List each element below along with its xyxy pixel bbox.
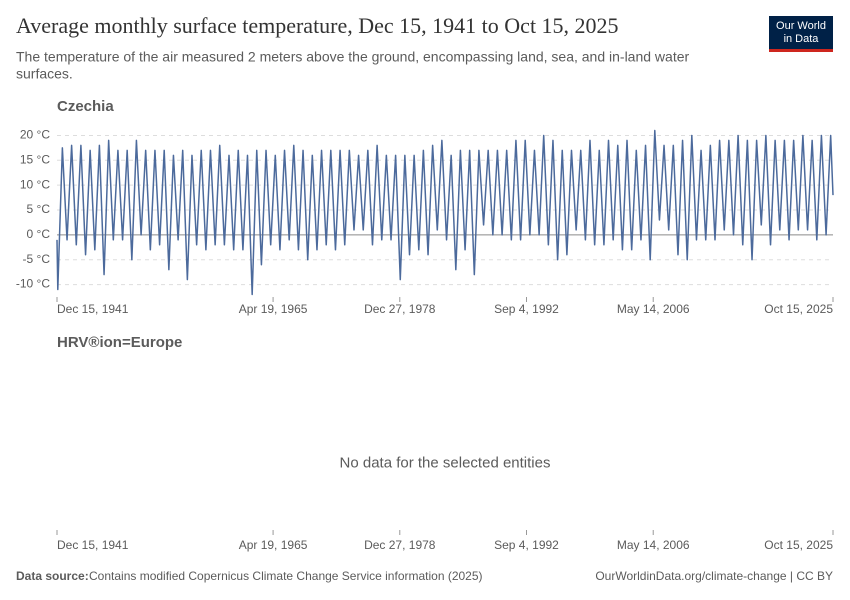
panel-title: HRV®ion=Europe <box>57 334 182 351</box>
x-tick-label: Sep 4, 1992 <box>494 538 559 552</box>
chart-title: Average monthly surface temperature, Dec… <box>16 13 619 38</box>
panel-title: Czechia <box>57 98 114 115</box>
x-tick-label: Sep 4, 1992 <box>494 302 559 316</box>
x-tick-label: May 14, 2006 <box>617 538 690 552</box>
credit[interactable]: OurWorldinData.org/climate-change | CC B… <box>595 569 833 583</box>
source: Contains modified Copernicus Climate Cha… <box>89 569 483 583</box>
y-tick-label: 0 °C <box>27 227 51 241</box>
subtitle: The temperature of the air measured 2 me… <box>16 49 690 65</box>
y-tick-label: 15 °C <box>20 152 50 166</box>
subtitle: surfaces. <box>16 66 73 82</box>
logo-text: in Data <box>784 33 820 45</box>
x-tick-label: May 14, 2006 <box>617 302 690 316</box>
logo-box <box>769 16 833 50</box>
y-tick-label: -10 °C <box>16 277 50 291</box>
data-line <box>56 129 834 296</box>
y-tick-label: -5 °C <box>23 252 51 266</box>
x-tick-label: Dec 15, 1941 <box>57 302 129 316</box>
y-tick-label: 5 °C <box>27 202 51 216</box>
source-label: Data source: <box>16 569 89 583</box>
x-tick-label: Oct 15, 2025 <box>764 538 833 552</box>
logo-stripe <box>769 49 833 52</box>
logo-text: Our World <box>776 20 826 32</box>
x-tick-label: Dec 27, 1978 <box>364 302 436 316</box>
x-tick-label: Apr 19, 1965 <box>239 302 308 316</box>
x-tick-label: Dec 15, 1941 <box>57 538 129 552</box>
no-data-note: No data for the selected entities <box>340 454 551 471</box>
x-tick-label: Apr 19, 1965 <box>239 538 308 552</box>
x-tick-label: Oct 15, 2025 <box>764 302 833 316</box>
x-tick-label: Dec 27, 1978 <box>364 538 436 552</box>
y-tick-label: 10 °C <box>20 177 50 191</box>
logo[interactable]: Our World in Data <box>769 16 833 52</box>
y-tick-label: 20 °C <box>20 128 50 142</box>
